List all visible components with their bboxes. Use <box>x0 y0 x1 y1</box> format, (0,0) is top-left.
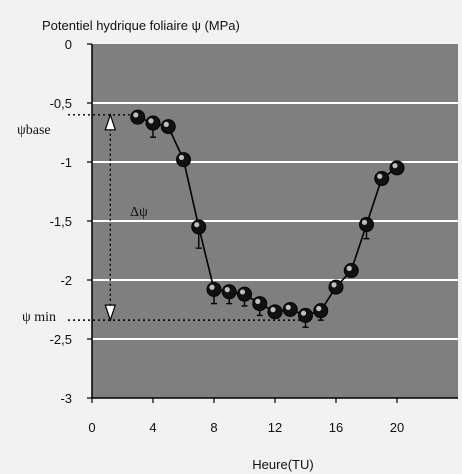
y-tick-label: -2 <box>60 273 72 288</box>
x-tick-label: 20 <box>390 420 404 435</box>
y-tick-label: -1 <box>60 155 72 170</box>
data-point-highlight <box>255 298 261 304</box>
data-point-highlight <box>224 287 230 293</box>
x-tick-label: 16 <box>329 420 343 435</box>
data-point <box>130 109 146 125</box>
bracket-arrow-up <box>104 112 117 131</box>
y-tick-label: 0 <box>65 37 72 52</box>
data-point <box>267 304 283 320</box>
data-point <box>282 302 298 317</box>
x-tick-label: 12 <box>268 420 282 435</box>
y-tick-label: -0,5 <box>50 96 72 111</box>
data-point <box>176 152 191 168</box>
data-point <box>237 286 252 302</box>
data-point-highlight <box>133 112 139 118</box>
data-point-highlight <box>316 305 322 312</box>
data-point <box>328 279 344 295</box>
data-point-highlight <box>178 154 185 161</box>
x-axis-label: Heure(TU) <box>252 457 313 472</box>
data-point-highlight <box>377 173 383 179</box>
data-point <box>313 303 329 319</box>
chart-title: Potentiel hydrique foliaire ψ (MPa) <box>42 18 240 33</box>
data-point <box>145 115 161 131</box>
y-tick-label: -3 <box>60 391 72 406</box>
y-tick-label: -2,5 <box>50 332 72 347</box>
psi-base-label: ψbase <box>17 123 51 138</box>
data-point-highlight <box>346 265 352 271</box>
data-point <box>359 217 374 233</box>
data-point <box>389 160 405 176</box>
data-point <box>191 219 207 235</box>
data-point-highlight <box>300 310 307 316</box>
data-point-highlight <box>285 304 291 310</box>
data-point-highlight <box>163 121 169 127</box>
data-point-highlight <box>148 118 154 124</box>
data-point-highlight <box>209 284 215 290</box>
data-point-highlight <box>392 163 398 169</box>
data-point <box>252 296 268 312</box>
x-tick-label: 0 <box>88 420 95 435</box>
data-point-highlight <box>361 219 368 225</box>
x-tick-label: 4 <box>149 420 156 435</box>
data-point <box>206 281 222 297</box>
data-point-highlight <box>194 222 200 228</box>
x-tick-label: 8 <box>210 420 217 435</box>
data-point <box>374 171 390 187</box>
data-point-highlight <box>331 282 337 288</box>
y-tick-label: -1,5 <box>50 214 72 229</box>
data-point-highlight <box>270 307 276 313</box>
data-point <box>343 263 359 279</box>
data-point-highlight <box>239 289 246 295</box>
data-point <box>221 284 237 300</box>
data-point <box>160 119 176 135</box>
delta-psi-label: Δψ <box>130 205 148 220</box>
data-point <box>298 307 313 323</box>
psi-min-label: ψ min <box>22 310 56 325</box>
bracket-arrow-down <box>104 304 117 323</box>
